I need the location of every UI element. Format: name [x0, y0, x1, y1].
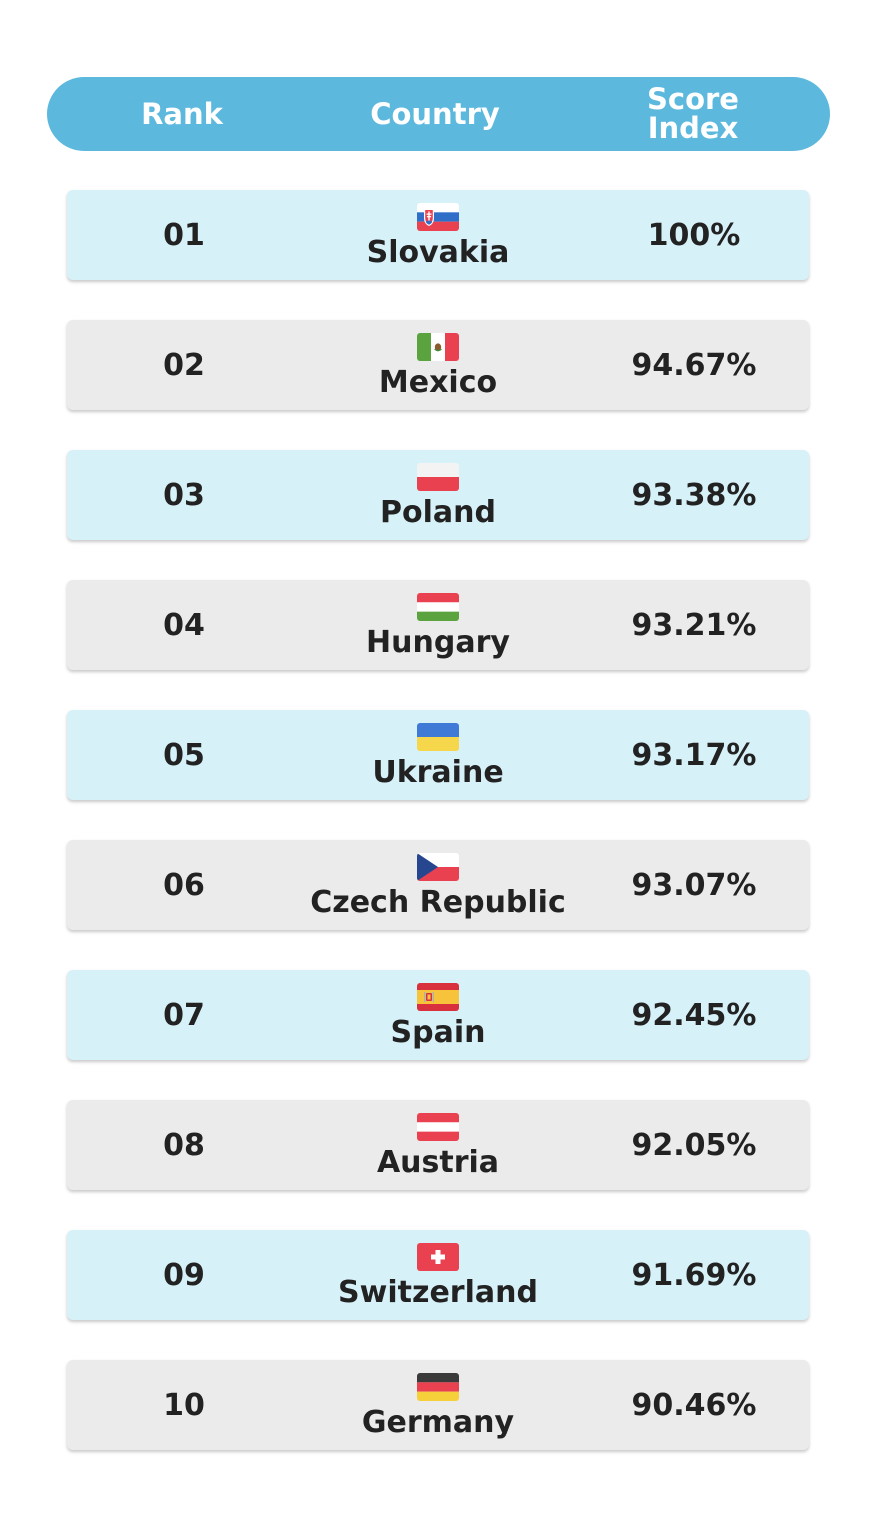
rank-cell: 02 — [163, 347, 205, 383]
country-cell: Poland — [288, 450, 588, 540]
country-name: Hungary — [366, 625, 510, 660]
country-name: Switzerland — [338, 1275, 538, 1310]
rank-cell: 05 — [163, 737, 205, 773]
switzerland-flag-icon — [417, 1243, 459, 1271]
rank-cell: 03 — [163, 477, 205, 513]
poland-flag-icon — [417, 463, 459, 491]
country-cell: Spain — [288, 970, 588, 1060]
table-row: 02 Mexico 94.67% — [67, 320, 809, 410]
table-row: 03 Poland 93.38% — [67, 450, 809, 540]
rank-cell: 07 — [163, 997, 205, 1033]
score-cell: 90.46% — [631, 1387, 757, 1423]
country-cell: Hungary — [288, 580, 588, 670]
country-cell: Germany — [288, 1360, 588, 1450]
country-name: Ukraine — [372, 755, 504, 790]
table-row: 06 Czech Republic 93.07% — [67, 840, 809, 930]
rank-cell: 06 — [163, 867, 205, 903]
country-name: Austria — [376, 1145, 500, 1180]
header-rank: Rank — [141, 96, 223, 131]
rank-cell: 08 — [163, 1127, 205, 1163]
score-cell: 93.07% — [631, 867, 757, 903]
table-row: 05 Ukraine 93.17% — [67, 710, 809, 800]
table-header: Rank Country Score Index — [47, 77, 830, 151]
table-row: 07 Spain 92.45% — [67, 970, 809, 1060]
czech-republic-flag-icon — [417, 853, 459, 881]
slovakia-flag-icon — [417, 203, 459, 231]
rank-cell: 10 — [163, 1387, 205, 1423]
table-row: 10 Germany 90.46% — [67, 1360, 809, 1450]
score-cell: 93.17% — [631, 737, 757, 773]
table-row: 08 Austria 92.05% — [67, 1100, 809, 1190]
table-row: 01 Slovakia 100% — [67, 190, 809, 280]
rank-cell: 01 — [163, 217, 205, 253]
score-cell: 91.69% — [631, 1257, 757, 1293]
country-name: Czech Republic — [310, 885, 566, 920]
header-score-index: Score Index — [627, 77, 759, 151]
austria-flag-icon — [417, 1113, 459, 1141]
rank-cell: 04 — [163, 607, 205, 643]
ukraine-flag-icon — [417, 723, 459, 751]
score-cell: 100% — [647, 217, 741, 253]
country-cell: Mexico — [288, 320, 588, 410]
table-row: 09 Switzerland 91.69% — [67, 1230, 809, 1320]
country-name: Poland — [380, 495, 496, 530]
country-name: Slovakia — [366, 235, 510, 270]
score-cell: 93.38% — [631, 477, 757, 513]
score-cell: 92.05% — [631, 1127, 757, 1163]
country-cell: Ukraine — [288, 710, 588, 800]
score-cell: 94.67% — [631, 347, 757, 383]
score-cell: 93.21% — [631, 607, 757, 643]
rank-cell: 09 — [163, 1257, 205, 1293]
country-name: Spain — [390, 1015, 486, 1050]
country-name: Mexico — [378, 365, 498, 400]
header-score-line1: Score — [647, 82, 739, 116]
header-score-line2: Index — [647, 111, 739, 145]
germany-flag-icon — [417, 1373, 459, 1401]
spain-flag-icon — [417, 983, 459, 1011]
mexico-flag-icon — [417, 333, 459, 361]
country-cell: Czech Republic — [288, 840, 588, 930]
country-name: Germany — [361, 1405, 515, 1440]
table-row: 04 Hungary 93.21% — [67, 580, 809, 670]
country-cell: Slovakia — [288, 190, 588, 280]
country-cell: Switzerland — [288, 1230, 588, 1320]
hungary-flag-icon — [417, 593, 459, 621]
header-country: Country — [370, 96, 500, 131]
score-cell: 92.45% — [631, 997, 757, 1033]
country-cell: Austria — [288, 1100, 588, 1190]
